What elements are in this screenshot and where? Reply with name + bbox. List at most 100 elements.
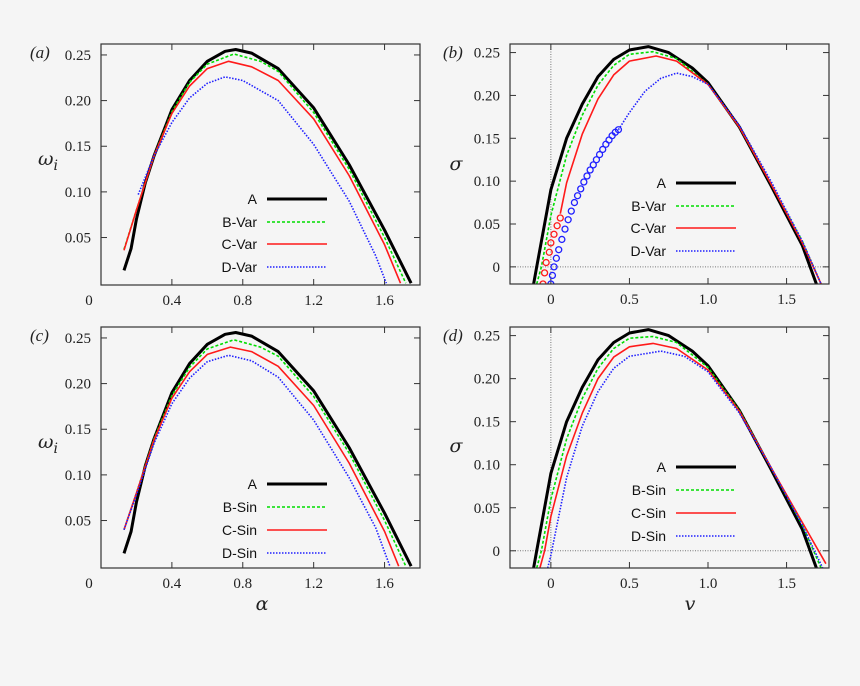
series-group [532, 45, 822, 284]
marker-D-Var [550, 263, 558, 271]
legend-label: B-Sin [632, 482, 666, 498]
marker-D-Var [577, 185, 585, 193]
y-tick-label: 0.10 [474, 458, 500, 474]
marker-D-Var [567, 207, 575, 215]
marker-D-Var [547, 280, 555, 284]
legend-label: D-Var [221, 259, 257, 275]
legend-label: C-Sin [222, 522, 257, 538]
panel-b: 0 0.05 0.10 0.15 0.20 0.25 0 0.5 1.0 1.5 A B-Var C-V… [443, 43, 830, 308]
panel-d: 0 0.05 0.10 0.15 0.20 0.25 0 0.5 1.0 1.5 A B-Sin C-S… [443, 326, 830, 615]
series-line-B-Var [535, 50, 822, 284]
y-tick-label: 0.10 [474, 174, 500, 190]
y-axis-label: σ [450, 153, 464, 175]
legend-label: C-Sin [631, 505, 666, 521]
y-tick-label: 0 [493, 544, 501, 560]
series-line-D-Var [617, 72, 822, 284]
series-line-C-Sin [123, 346, 400, 567]
x-tick-label: 1.0 [699, 292, 718, 308]
marker-D-Var [570, 198, 579, 207]
legend-label: A [657, 459, 667, 475]
series-line-D-Var [137, 76, 388, 284]
series-line-B-Sin [535, 335, 822, 568]
y-tick-label: 0.05 [65, 231, 91, 247]
plot-frame [509, 326, 830, 569]
x-tick-label: 0 [85, 293, 93, 309]
marker-D-Var [555, 246, 563, 254]
marker-D-Var [548, 271, 557, 280]
x-tick-label: 0.8 [233, 576, 252, 592]
y-tick-label: 0.15 [65, 139, 91, 155]
y-axis-label: ωi [38, 431, 58, 457]
legend-label: D-Sin [222, 545, 257, 561]
y-axis-label: σ [450, 435, 464, 457]
plot-area [510, 327, 829, 568]
plot-area [101, 44, 420, 285]
marker-C-Var [556, 214, 564, 222]
y-tick-label: 0.10 [65, 185, 91, 201]
series-group [122, 48, 413, 284]
series-line-D-Sin [546, 350, 824, 568]
plot-area [101, 327, 420, 568]
x-tick-label: 1.5 [777, 292, 796, 308]
x-axis-label: α [256, 593, 269, 615]
marker-D-Var [580, 178, 588, 186]
x-tick-label: 1.6 [375, 293, 394, 309]
x-tick-label: 1.6 [375, 576, 394, 592]
legend-label: A [248, 191, 258, 207]
marker-C-Var [542, 258, 550, 267]
marker-C-Var [547, 239, 555, 247]
y-tick-label: 0.15 [65, 422, 91, 438]
x-tick-label: 0.4 [163, 293, 182, 309]
marker-D-Var [614, 126, 623, 134]
legend-label: D-Var [630, 243, 666, 259]
y-tick-label: 0.15 [474, 131, 500, 147]
y-tick-label: 0.20 [474, 88, 500, 104]
panel-label: (c) [30, 326, 49, 345]
plot-area [510, 44, 829, 284]
x-tick-label: 0 [547, 576, 555, 592]
marker-C-Var [550, 230, 558, 238]
plot-frame [509, 43, 830, 285]
panel-a: 0.05 0.10 0.15 0.20 0.25 0 0.4 0.8 1.2 1.6 A B-Var C… [30, 43, 421, 309]
plot-frame [100, 326, 421, 569]
x-axis-label: v [685, 593, 696, 615]
x-tick-label: 1.2 [304, 293, 323, 309]
marker-D-Var [573, 192, 582, 200]
y-tick-label: 0.05 [474, 217, 500, 233]
y-tick-label: 0 [493, 260, 501, 276]
marker-D-Var [561, 225, 569, 233]
marker-C-Var [539, 280, 547, 284]
x-tick-label: 0 [547, 292, 555, 308]
series-line-D-Sin [123, 354, 391, 567]
y-tick-label: 0.15 [474, 415, 500, 431]
marker-C-Var [545, 248, 553, 256]
series-group [532, 328, 827, 568]
y-axis-label: ωi [38, 148, 58, 174]
x-tick-label: 1.2 [304, 576, 323, 592]
marker-D-Var [552, 254, 561, 262]
series-line-A [122, 48, 413, 284]
x-tick-label: 1.0 [699, 576, 718, 592]
y-tick-label: 0.25 [65, 48, 91, 64]
legend-label: B-Var [222, 214, 257, 230]
marker-C-Var [540, 269, 549, 277]
x-tick-label: 0.8 [233, 293, 252, 309]
panel-label: (d) [443, 326, 463, 345]
marker-C-Var [553, 222, 561, 230]
x-tick-label: 0.5 [620, 576, 639, 592]
legend-label: A [248, 476, 258, 492]
legend-label: D-Sin [631, 528, 666, 544]
marker-D-Var [595, 150, 604, 159]
x-tick-label: 0.4 [163, 576, 182, 592]
y-tick-label: 0.25 [65, 331, 91, 347]
marker-D-Var [589, 161, 597, 169]
legend-label: C-Var [221, 236, 257, 252]
series-line-C-Var [559, 55, 822, 284]
y-tick-label: 0.20 [65, 377, 91, 393]
y-tick-label: 0.25 [474, 329, 500, 345]
y-tick-label: 0.10 [65, 468, 91, 484]
marker-D-Var [564, 216, 572, 224]
marker-D-Var [586, 166, 594, 174]
series-group [122, 331, 413, 567]
